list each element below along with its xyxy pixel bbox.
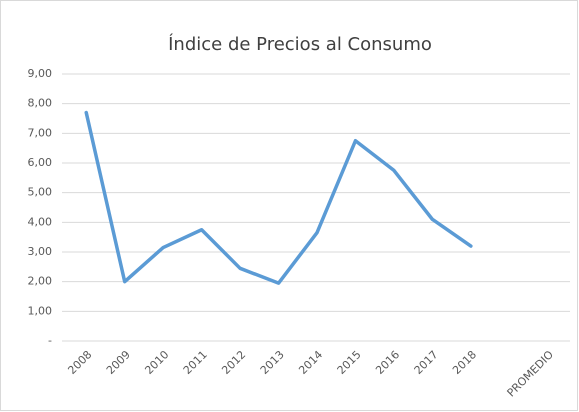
y-tick-label: 5,00 (28, 186, 53, 199)
y-tick-label: 7,00 (28, 126, 53, 139)
y-tick-label: 8,00 (28, 97, 53, 110)
y-tick-label: 3,00 (28, 245, 53, 258)
chart-title: Índice de Precios al Consumo (168, 33, 432, 55)
y-tick-label: 4,00 (28, 215, 53, 228)
y-tick-label: - (48, 334, 52, 347)
y-tick-label: 1,00 (28, 304, 53, 317)
y-tick-label: 2,00 (28, 275, 53, 288)
y-tick-label: 6,00 (28, 156, 53, 169)
y-tick-label: 9,00 (28, 67, 53, 80)
data-line (84, 110, 473, 285)
